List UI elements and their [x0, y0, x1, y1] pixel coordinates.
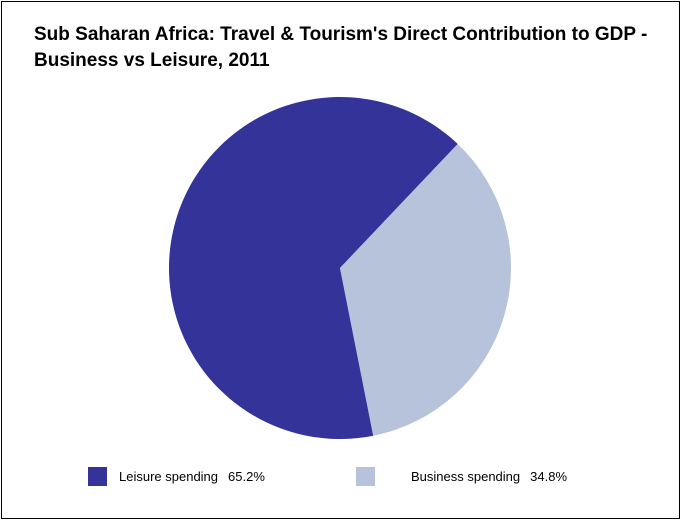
chart-title: Sub Saharan Africa: Travel & Tourism's D… — [34, 24, 648, 71]
legend-label-leisure: Leisure spending — [119, 468, 219, 484]
legend-swatch-leisure — [88, 466, 107, 486]
legend-item-business: Business spending 34.8% — [356, 465, 567, 487]
legend-item-leisure: Leisure spending 65.2% — [88, 465, 265, 487]
legend-value-business: 34.8% — [530, 468, 568, 484]
legend-swatch-business — [356, 466, 375, 486]
legend-value-leisure: 65.2% — [228, 468, 265, 484]
pie-slice-leisure — [169, 96, 458, 439]
legend-label-business: Business spending — [411, 468, 521, 484]
pie-slice-business — [340, 143, 512, 436]
